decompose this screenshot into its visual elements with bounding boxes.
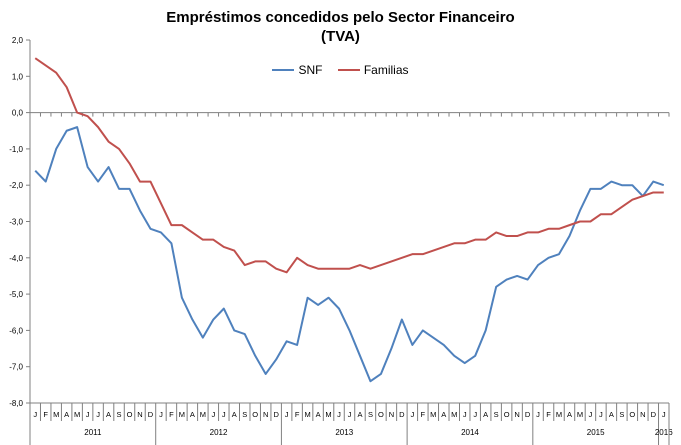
y-tick-label: -6,0 <box>9 326 23 335</box>
month-label: J <box>33 410 37 419</box>
y-tick-label: -3,0 <box>9 218 23 227</box>
y-tick-label: -7,0 <box>9 363 23 372</box>
month-label: J <box>86 410 90 419</box>
month-label: J <box>159 410 163 419</box>
month-label: J <box>662 410 666 419</box>
y-tick-label: 2,0 <box>12 36 24 45</box>
month-label: A <box>232 410 237 419</box>
series-line-snf <box>34 126 665 383</box>
year-label: 2011 <box>84 428 102 437</box>
month-label: N <box>263 410 268 419</box>
month-label: O <box>127 410 133 419</box>
month-label: O <box>252 410 258 419</box>
legend-label-familias: Familias <box>363 63 409 77</box>
month-label: M <box>74 410 80 419</box>
month-label: J <box>285 410 289 419</box>
month-label: S <box>619 410 624 419</box>
month-label: D <box>399 410 405 419</box>
legend-label-snf: SNF <box>298 63 323 77</box>
month-label: M <box>577 410 583 419</box>
y-tick-label: -8,0 <box>9 399 23 408</box>
month-label: M <box>451 410 457 419</box>
month-label: N <box>514 410 519 419</box>
month-label: J <box>473 410 477 419</box>
legend-swatch-familias <box>337 69 360 71</box>
month-label: M <box>430 410 436 419</box>
year-label: 2012 <box>210 428 228 437</box>
month-label: A <box>441 410 446 419</box>
chart-title-block: Empréstimos concedidos pelo Sector Finan… <box>0 8 681 46</box>
month-label: A <box>106 410 111 419</box>
month-label: S <box>368 410 373 419</box>
month-label: S <box>242 410 247 419</box>
month-label: F <box>421 410 426 419</box>
month-label: J <box>589 410 593 419</box>
month-label: A <box>357 410 362 419</box>
month-label: J <box>536 410 540 419</box>
month-label: N <box>389 410 394 419</box>
month-label: J <box>463 410 467 419</box>
legend: SNF Familias <box>0 60 681 77</box>
month-label: M <box>200 410 206 419</box>
month-label: J <box>222 410 226 419</box>
month-label: A <box>64 410 69 419</box>
month-label: M <box>179 410 185 419</box>
year-label: 2014 <box>461 428 479 437</box>
month-label: A <box>190 410 195 419</box>
y-tick-label: 0,0 <box>12 109 24 118</box>
month-label: D <box>525 410 531 419</box>
legend-item-snf: SNF <box>272 63 322 77</box>
month-label: M <box>325 410 331 419</box>
month-label: D <box>148 410 154 419</box>
y-tick-label: -4,0 <box>9 254 23 263</box>
month-label: N <box>137 410 142 419</box>
month-label: D <box>273 410 279 419</box>
y-tick-label: -2,0 <box>9 181 23 190</box>
month-label: N <box>640 410 645 419</box>
month-label: A <box>567 410 572 419</box>
month-label: F <box>43 410 48 419</box>
month-label: O <box>378 410 384 419</box>
month-label: D <box>651 410 657 419</box>
y-tick-label: -5,0 <box>9 290 23 299</box>
month-label: F <box>169 410 174 419</box>
y-tick-label: 1,0 <box>12 72 24 81</box>
month-label: A <box>609 410 614 419</box>
month-label: J <box>348 410 352 419</box>
month-label: S <box>494 410 499 419</box>
series-line-familias <box>34 57 664 274</box>
month-label: S <box>117 410 122 419</box>
month-label: J <box>599 410 603 419</box>
month-label: J <box>410 410 414 419</box>
month-label: A <box>483 410 488 419</box>
y-tick-label: -1,0 <box>9 145 23 154</box>
month-label: F <box>295 410 300 419</box>
month-label: M <box>556 410 562 419</box>
year-label: 2016 <box>655 428 673 437</box>
month-label: J <box>96 410 100 419</box>
month-label: O <box>504 410 510 419</box>
year-label: 2015 <box>587 428 605 437</box>
month-label: O <box>629 410 635 419</box>
chart-subtitle: (TVA) <box>321 28 360 45</box>
month-label: F <box>546 410 551 419</box>
legend-item-familias: Familias <box>337 63 409 77</box>
chart-title: Empréstimos concedidos pelo Sector Finan… <box>166 9 515 26</box>
year-label: 2013 <box>335 428 353 437</box>
month-label: M <box>53 410 59 419</box>
month-label: J <box>211 410 215 419</box>
month-label: J <box>337 410 341 419</box>
legend-swatch-snf <box>272 69 295 71</box>
month-label: M <box>304 410 310 419</box>
month-label: A <box>316 410 321 419</box>
